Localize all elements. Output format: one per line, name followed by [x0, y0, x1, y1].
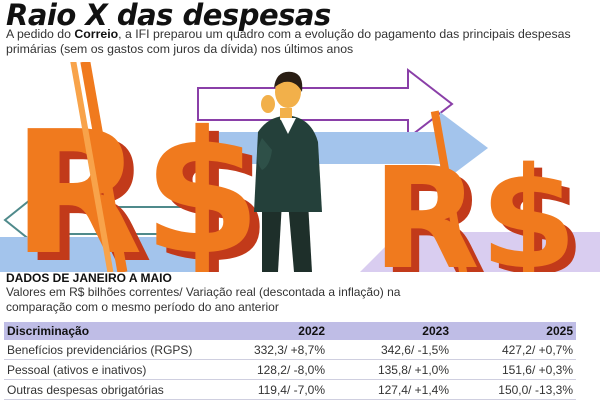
- expenses-table: Discriminação 2022 2023 2025 Benefícios …: [4, 322, 576, 400]
- intro-lead: A pedido do: [6, 27, 75, 41]
- cell-value: 150,0/ -13,3%: [452, 379, 576, 400]
- column-header: 2025: [452, 322, 576, 340]
- arrow-blue-icon: [214, 112, 488, 184]
- page-title: Raio X das despesas: [6, 0, 331, 32]
- table-header-row: Discriminação 2022 2023 2025: [4, 322, 576, 340]
- intro-text: A pedido do Correio, a IFI preparou um q…: [6, 27, 594, 56]
- section-heading: DADOS DE JANEIRO A MAIO: [6, 271, 172, 285]
- column-header: Discriminação: [4, 322, 204, 340]
- row-label: Pessoal (ativos e inativos): [4, 359, 204, 380]
- row-label: Benefícios previdenciários (RGPS): [4, 340, 204, 360]
- arrow-purple-outline-icon: [197, 67, 454, 141]
- column-header: 2023: [328, 322, 452, 340]
- intro-source: Correio: [74, 27, 119, 41]
- cell-value: 135,8/ +1,0%: [328, 359, 452, 380]
- section-subtitle: Valores em R$ bilhões correntes/ Variaçã…: [6, 285, 401, 314]
- table-row: Pessoal (ativos e inativos) 128,2/ -8,0%…: [4, 359, 576, 380]
- cell-value: 332,3/ +8,7%: [204, 340, 328, 360]
- cell-value: 151,6/ +0,3%: [452, 359, 576, 380]
- table-row: Benefícios previdenciários (RGPS) 332,3/…: [4, 340, 576, 360]
- dollar-right-shadow: R$: [380, 145, 585, 272]
- dollar-left-shadow: R$: [22, 103, 271, 272]
- cell-value: 119,4/ -7,0%: [204, 379, 328, 400]
- cell-value: 342,6/ -1,5%: [328, 340, 452, 360]
- dollar-right-glyph: R$: [372, 138, 577, 272]
- column-header: 2022: [204, 322, 328, 340]
- row-label: Outras despesas obrigatórias: [4, 379, 204, 400]
- table-row: Outras despesas obrigatórias 119,4/ -7,0…: [4, 379, 576, 400]
- intro-rest: , a IFI preparou um quadro com a evoluçã…: [6, 27, 571, 56]
- cell-value: 427,2/ +0,7%: [452, 340, 576, 360]
- cell-value: 128,2/ -8,0%: [204, 359, 328, 380]
- dollar-sign-right-icon: R$ R$: [372, 110, 585, 272]
- dollar-left-glyph: R$: [12, 95, 261, 272]
- businessman-icon: [254, 71, 322, 272]
- illustration: R$ R$ R$ R$: [0, 62, 600, 272]
- cell-value: 127,4/ +1,4%: [328, 379, 452, 400]
- arrow-lavender-icon: [360, 232, 600, 272]
- dollar-sign-left-icon: R$ R$: [12, 62, 271, 272]
